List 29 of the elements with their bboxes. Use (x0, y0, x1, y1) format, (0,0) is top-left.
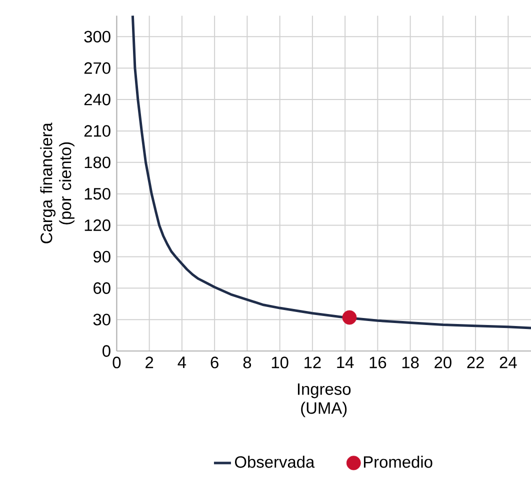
y-tick-label: 180 (84, 156, 110, 168)
x-tick-label: 12 (304, 356, 321, 368)
y-tick-label: 90 (94, 250, 110, 263)
x-tick-label: 0 (112, 356, 121, 368)
y-tick-label: 270 (84, 62, 110, 74)
y-tick-label: 300 (84, 30, 110, 42)
y-tick-label: 60 (94, 282, 110, 294)
legend-label: Promedio (364, 456, 432, 468)
x-axis-title: Ingreso (UMA) (298, 383, 351, 418)
x-tick-label: 8 (243, 356, 252, 368)
y-tick-label: 0 (102, 345, 110, 357)
y-axis-title: Carga financiera (por ciento) (40, 122, 74, 244)
x-tick-label: 24 (500, 356, 517, 368)
x-tick-label: 10 (272, 356, 288, 368)
x-tick-label: 22 (467, 356, 484, 368)
x-tick-label: 16 (370, 356, 386, 368)
y-tick-label: 210 (84, 125, 110, 137)
line-series (131, 14, 531, 330)
legend-label: Observada (235, 456, 315, 468)
y-tick-label: 30 (93, 314, 110, 326)
y-tick-label: 120 (84, 219, 110, 232)
x-tick-label: 18 (402, 356, 419, 368)
x-tick-label: 2 (146, 356, 154, 368)
x-tick-label: 20 (434, 356, 452, 368)
y-tick-label: 240 (84, 94, 110, 106)
x-tick-label: 6 (210, 356, 218, 368)
x-tick-label: 4 (178, 356, 186, 368)
y-tick-label: 150 (84, 188, 110, 200)
x-tick-label: 14 (337, 356, 354, 368)
